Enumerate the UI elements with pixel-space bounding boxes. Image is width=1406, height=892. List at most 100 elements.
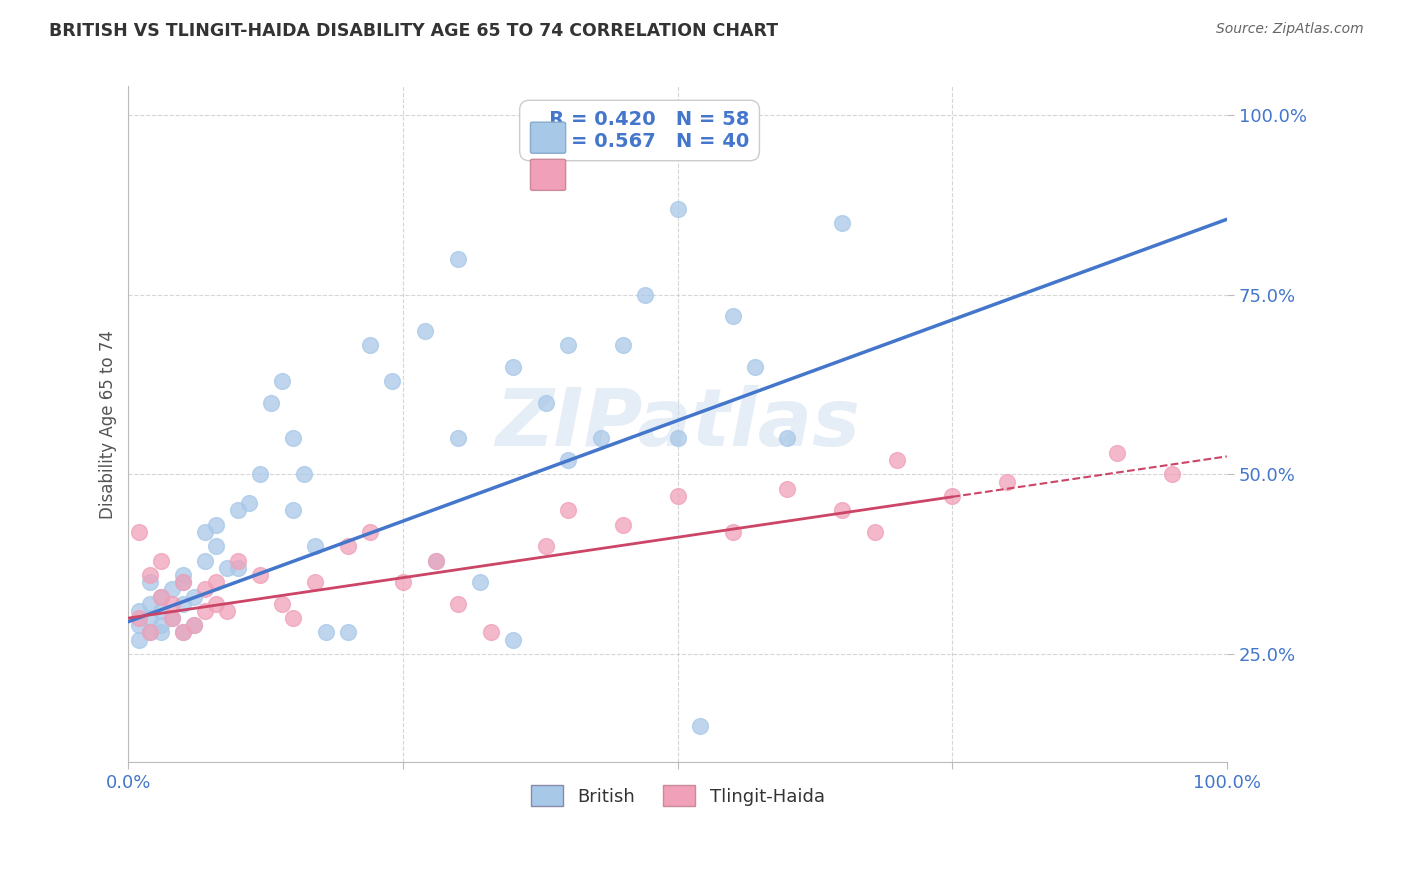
Point xyxy=(226,561,249,575)
Point xyxy=(139,597,162,611)
Point xyxy=(337,625,360,640)
Point xyxy=(447,252,470,266)
Point xyxy=(271,597,294,611)
Point xyxy=(172,568,194,582)
Point xyxy=(128,604,150,618)
Point xyxy=(172,575,194,590)
Point xyxy=(283,432,305,446)
Point xyxy=(205,597,228,611)
Point xyxy=(139,568,162,582)
Point xyxy=(589,432,612,446)
Point xyxy=(128,611,150,625)
Point xyxy=(744,359,766,374)
Point xyxy=(359,338,381,352)
Point xyxy=(260,395,283,409)
Point xyxy=(139,625,162,640)
Point xyxy=(666,489,689,503)
Point xyxy=(941,489,963,503)
Point xyxy=(162,611,184,625)
Point xyxy=(194,582,217,597)
Point xyxy=(128,618,150,632)
Point xyxy=(172,625,194,640)
Point xyxy=(557,453,579,467)
Point xyxy=(139,625,162,640)
Point xyxy=(249,467,271,482)
Point xyxy=(557,338,579,352)
Point xyxy=(413,324,436,338)
Point xyxy=(150,590,173,604)
Point xyxy=(162,597,184,611)
Point xyxy=(381,374,404,388)
Point xyxy=(534,395,557,409)
Point xyxy=(557,503,579,517)
Point xyxy=(128,524,150,539)
Point xyxy=(194,524,217,539)
Point xyxy=(205,575,228,590)
Point xyxy=(283,503,305,517)
Point xyxy=(139,611,162,625)
Point xyxy=(315,625,337,640)
Point xyxy=(226,553,249,567)
Point xyxy=(447,432,470,446)
Point xyxy=(139,575,162,590)
Point xyxy=(150,625,173,640)
Legend: British, Tlingit-Haida: British, Tlingit-Haida xyxy=(523,778,832,814)
Point xyxy=(172,597,194,611)
Point xyxy=(666,202,689,216)
Point xyxy=(150,590,173,604)
Point xyxy=(666,432,689,446)
Point xyxy=(359,524,381,539)
Point xyxy=(271,374,294,388)
Point xyxy=(337,539,360,553)
Point xyxy=(304,575,326,590)
Point xyxy=(194,604,217,618)
Point xyxy=(172,575,194,590)
Point xyxy=(238,496,260,510)
Point xyxy=(172,625,194,640)
Point xyxy=(634,287,657,301)
FancyBboxPatch shape xyxy=(530,160,565,190)
Point xyxy=(150,604,173,618)
Point xyxy=(162,582,184,597)
Text: Source: ZipAtlas.com: Source: ZipAtlas.com xyxy=(1216,22,1364,37)
Point xyxy=(183,590,205,604)
Text: BRITISH VS TLINGIT-HAIDA DISABILITY AGE 65 TO 74 CORRELATION CHART: BRITISH VS TLINGIT-HAIDA DISABILITY AGE … xyxy=(49,22,779,40)
Point xyxy=(502,632,524,647)
Point xyxy=(721,310,744,324)
Point xyxy=(502,359,524,374)
Point xyxy=(689,719,711,733)
Point xyxy=(226,503,249,517)
Point xyxy=(304,539,326,553)
Point xyxy=(205,539,228,553)
Point xyxy=(831,216,853,230)
Point xyxy=(1161,467,1184,482)
Text: R = 0.420   N = 58
   R = 0.567   N = 40: R = 0.420 N = 58 R = 0.567 N = 40 xyxy=(530,110,749,151)
Point xyxy=(425,553,447,567)
Point xyxy=(1105,446,1128,460)
Point xyxy=(162,611,184,625)
Point xyxy=(150,618,173,632)
Point xyxy=(194,553,217,567)
Point xyxy=(425,553,447,567)
Point xyxy=(995,475,1018,489)
Point xyxy=(249,568,271,582)
FancyBboxPatch shape xyxy=(530,122,565,153)
Point xyxy=(831,503,853,517)
Point xyxy=(217,561,239,575)
Point xyxy=(612,517,634,532)
Text: ZIPatlas: ZIPatlas xyxy=(495,385,860,463)
Point xyxy=(776,432,799,446)
Point xyxy=(447,597,470,611)
Point xyxy=(479,625,502,640)
Point xyxy=(217,604,239,618)
Point xyxy=(612,338,634,352)
Point xyxy=(292,467,315,482)
Point xyxy=(205,517,228,532)
Point xyxy=(183,618,205,632)
Point xyxy=(886,453,908,467)
Point xyxy=(392,575,415,590)
Point xyxy=(468,575,491,590)
Point xyxy=(534,539,557,553)
Point xyxy=(865,524,887,539)
Point xyxy=(150,553,173,567)
